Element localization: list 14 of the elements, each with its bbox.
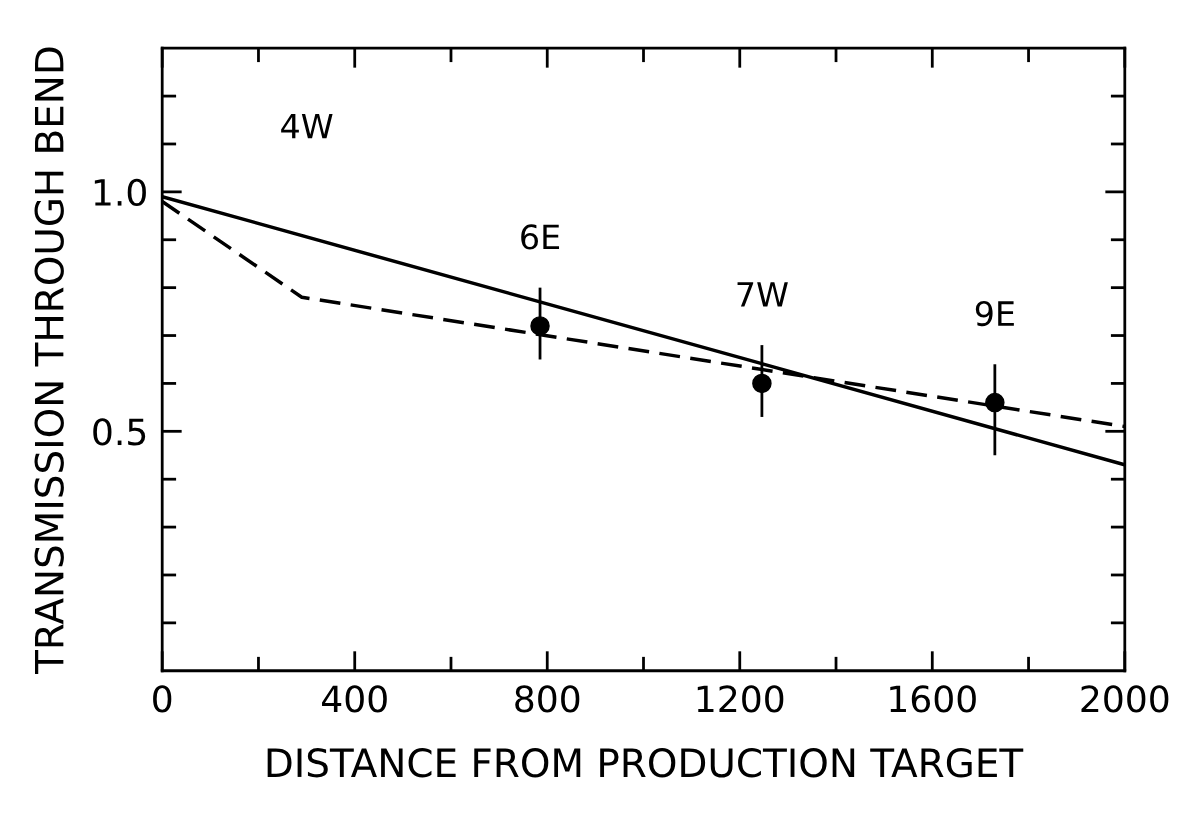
annotation: 4W — [281, 114, 333, 139]
x-axis-title: DISTANCE FROM PRODUCTION TARGET — [267, 748, 1024, 778]
x-tick-label: 0 — [153, 685, 172, 713]
x-tick-label: 800 — [515, 685, 580, 713]
annotation: 9E — [975, 300, 1014, 327]
x-tick-label: 2000 — [1081, 685, 1169, 713]
annotation: 7W — [737, 282, 788, 307]
x-tick-label: 1600 — [890, 685, 976, 713]
x-tick-label: 1200 — [697, 685, 784, 713]
x-tick-label: 400 — [322, 685, 387, 713]
y-tick-label: 0.5 — [93, 418, 146, 446]
y-axis-title: TRANSMISSION THROUGH BEND — [34, 47, 64, 674]
annotation: 6E — [521, 224, 560, 250]
y-tick-label: 1.0 — [94, 178, 146, 207]
